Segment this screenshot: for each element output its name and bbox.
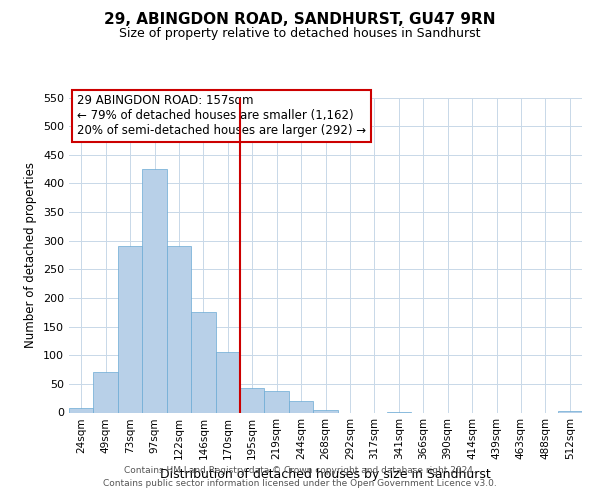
Bar [265, 390, 289, 412]
Bar [240, 388, 265, 412]
Bar [313, 410, 338, 412]
Text: 29, ABINGDON ROAD, SANDHURST, GU47 9RN: 29, ABINGDON ROAD, SANDHURST, GU47 9RN [104, 12, 496, 28]
Bar [289, 401, 313, 412]
Text: Contains HM Land Registry data © Crown copyright and database right 2024.
Contai: Contains HM Land Registry data © Crown c… [103, 466, 497, 487]
Bar [191, 312, 215, 412]
Text: 29 ABINGDON ROAD: 157sqm
← 79% of detached houses are smaller (1,162)
20% of sem: 29 ABINGDON ROAD: 157sqm ← 79% of detach… [77, 94, 366, 138]
Text: Size of property relative to detached houses in Sandhurst: Size of property relative to detached ho… [119, 28, 481, 40]
Y-axis label: Number of detached properties: Number of detached properties [25, 162, 37, 348]
Bar [215, 352, 240, 412]
Bar [167, 246, 191, 412]
Bar [118, 246, 142, 412]
Bar [69, 408, 94, 412]
Bar [142, 169, 167, 412]
X-axis label: Distribution of detached houses by size in Sandhurst: Distribution of detached houses by size … [160, 468, 491, 481]
Bar [94, 372, 118, 412]
